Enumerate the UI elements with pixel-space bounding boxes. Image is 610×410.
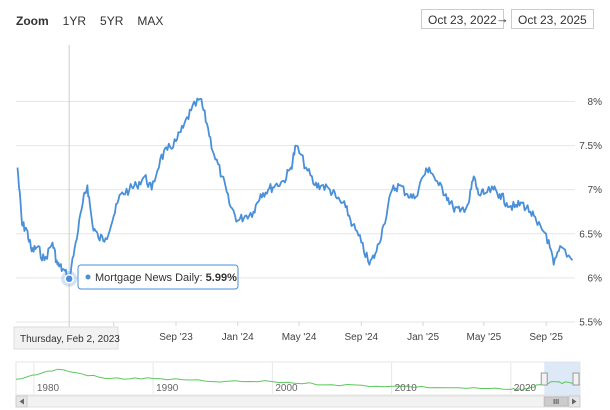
y-tick-label: 7% <box>588 185 603 196</box>
y-tick-label: 6% <box>588 273 603 284</box>
zoom-bar: Zoom 1YR 5YR MAX <box>16 12 167 30</box>
scrollbar-track[interactable] <box>15 395 581 408</box>
x-tick-label: May '24 <box>282 332 317 343</box>
y-tick-label: 8% <box>588 97 603 108</box>
chevron-left-icon <box>19 398 24 405</box>
tooltip-series-name: Mortgage News Daily: <box>95 272 203 284</box>
navigator-label: 1990 <box>156 383 179 394</box>
navigator-handle-left[interactable] <box>540 372 548 386</box>
date-label: Thursday, Feb 2, 2023 <box>13 326 120 350</box>
x-tick-label: Sep '24 <box>345 332 379 343</box>
x-tick-label: Jan '25 <box>407 332 439 343</box>
range-arrow: → <box>496 11 509 26</box>
tooltip-series-dot <box>85 274 91 280</box>
navigator-labels: 1980 1990 2000 2010 2020 <box>37 383 537 394</box>
range-to-input[interactable]: Oct 23, 2025 <box>511 9 594 29</box>
scrollbar-grip-icon <box>553 399 559 404</box>
x-tick-label: May '25 <box>467 332 502 343</box>
range-from-input[interactable]: Oct 23, 2022 <box>421 9 504 29</box>
x-tick-label: Jan '24 <box>222 332 254 343</box>
tooltip-text: Mortgage News Daily: 5.99% <box>95 272 237 284</box>
navigator-label: 2020 <box>514 383 537 394</box>
y-tick-label: 6.5% <box>579 229 602 240</box>
navigator-handle-right[interactable] <box>572 372 580 386</box>
chevron-right-icon <box>572 398 577 405</box>
scrollbar[interactable] <box>15 395 581 408</box>
date-label-box <box>13 326 119 350</box>
zoom-label: Zoom <box>16 14 49 28</box>
y-axis-ticks: 8% 7.5% 7% 6.5% 6% 5.5% <box>579 97 602 329</box>
hover-point[interactable] <box>64 274 74 284</box>
navigator-frame <box>15 361 581 396</box>
navigator-series-line <box>15 368 581 392</box>
tooltip-box <box>77 264 239 290</box>
y-tick-label: 5.5% <box>579 318 602 329</box>
tooltip: Mortgage News Daily: 5.99% <box>77 264 239 290</box>
navigator-label: 1980 <box>37 383 60 394</box>
x-tick-label: Sep '23 <box>159 332 193 343</box>
zoom-5yr-button[interactable]: 5YR <box>100 14 124 28</box>
navigator[interactable]: 1980 1990 2000 2010 2020 <box>15 361 581 396</box>
tooltip-value: 5.99% <box>206 272 237 284</box>
zoom-1yr-button[interactable]: 1YR <box>62 14 87 28</box>
x-tick-label: Sep '25 <box>529 332 563 343</box>
date-label-text: Thursday, Feb 2, 2023 <box>20 334 120 345</box>
navigator-label: 2000 <box>275 383 298 394</box>
series-line-mortgage-news-daily <box>16 97 574 281</box>
y-tick-label: 7.5% <box>579 141 602 152</box>
zoom-max-button[interactable]: MAX <box>137 14 164 28</box>
navigator-label: 2010 <box>395 383 418 394</box>
